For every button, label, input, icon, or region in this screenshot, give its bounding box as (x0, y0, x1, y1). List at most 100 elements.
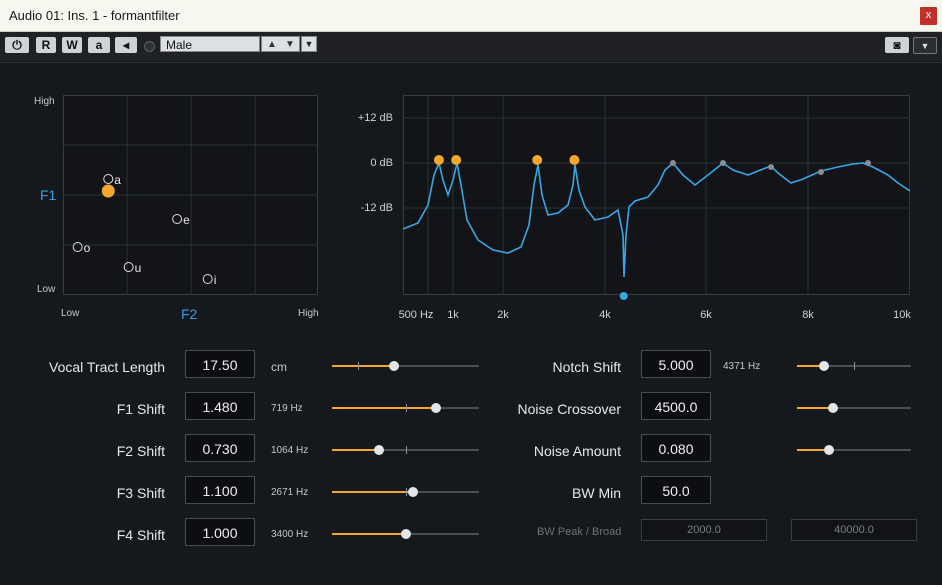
notch-shift-slider-default-tick (854, 362, 855, 370)
notch-shift-label: Notch Shift (552, 359, 621, 375)
bw-min-label: BW Min (572, 485, 621, 501)
vowel-label: o (84, 241, 91, 255)
noise-crossover-field[interactable]: 4500.0 (641, 392, 711, 420)
vocal-tract-length-slider-default-tick (358, 362, 360, 370)
noise-point[interactable] (670, 160, 676, 166)
x-tick-label: 1k (447, 309, 459, 321)
pad-y-high: High (34, 96, 55, 107)
f3-shift-slider-thumb[interactable] (407, 487, 418, 497)
spectrum-display[interactable] (403, 95, 910, 300)
noise-amount-slider-track[interactable] (797, 449, 911, 451)
f3-shift-slider-fill (332, 491, 413, 493)
noise-amount-slider-fill (797, 449, 829, 451)
vowel-label: u (135, 261, 142, 275)
f2-shift-unit: 1064 Hz (271, 445, 309, 456)
x-tick-label: 2k (497, 309, 509, 321)
toolbar: ⏻ R W a ◂ ▲ ▼ ▼ ◙ ▼ (0, 32, 942, 60)
bw-peak-label: BW Peak / Broad (537, 526, 622, 538)
noise-amount-label: Noise Amount (533, 443, 621, 459)
preset-field[interactable]: Male (160, 36, 260, 52)
vowel-label: a (114, 173, 121, 187)
noise-crossover-slider-fill (797, 407, 834, 409)
vowel-point-a[interactable]: a (103, 173, 122, 187)
y-tick-label: -12 dB (360, 202, 393, 214)
x-tick-label: 500 Hz (398, 309, 434, 321)
formant-handle-2[interactable] (451, 155, 462, 165)
f1-shift-slider-fill (332, 407, 437, 409)
preset-menu-button[interactable]: ▼ (301, 36, 317, 52)
write-automation-button[interactable]: W (62, 37, 82, 53)
pad-y-low: Low (37, 284, 56, 295)
bw-broad-field[interactable]: 40000.0 (791, 519, 917, 541)
f1-shift-slider-default-tick (405, 404, 407, 412)
x-tick-label: 4k (599, 309, 611, 321)
formant-handle-4[interactable] (569, 155, 580, 165)
noise-crossover-slider-track[interactable] (797, 407, 911, 409)
f1-shift-field[interactable]: 1.480 (185, 392, 255, 420)
notch-shift-slider-fill (797, 365, 825, 367)
formant-handle-3[interactable] (532, 155, 543, 165)
vowel-point-o[interactable]: o (72, 241, 91, 255)
auto-button[interactable]: a (88, 37, 110, 53)
f2-shift-label: F2 Shift (116, 443, 165, 459)
vowel-point-u[interactable]: u (123, 261, 142, 275)
vowel-label: i (214, 273, 217, 287)
noise-point[interactable] (720, 160, 726, 166)
noise-point[interactable] (768, 164, 774, 170)
vowel-pad[interactable]: a e o u i (63, 95, 318, 295)
vocal-tract-length-slider-thumb[interactable] (388, 361, 399, 371)
pad-x-high: High (298, 308, 319, 319)
f4-shift-label: F4 Shift (116, 527, 165, 543)
status-led-icon (144, 41, 155, 52)
f4-shift-field[interactable]: 1.000 (185, 518, 255, 546)
noise-amount-field[interactable]: 0.080 (641, 434, 711, 462)
preset-next-icon[interactable]: ▼ (285, 39, 295, 50)
f1-shift-label: F1 Shift (116, 401, 165, 417)
vocal-tract-length-slider-track[interactable] (332, 365, 479, 367)
pad-x-low: Low (61, 308, 80, 319)
noise-amount-slider-thumb[interactable] (823, 445, 834, 455)
f1-shift-unit: 719 Hz (271, 403, 303, 414)
notch-shift-unit: 4371 Hz (723, 361, 761, 372)
bypass-button[interactable]: ◂ (115, 37, 137, 53)
y-tick-label: 0 dB (370, 157, 393, 169)
f1-shift-slider-thumb[interactable] (431, 403, 442, 413)
notch-shift-slider-thumb[interactable] (819, 361, 830, 371)
f3-shift-label: F3 Shift (116, 485, 165, 501)
f3-shift-unit: 2671 Hz (271, 487, 309, 498)
f4-shift-slider-thumb[interactable] (400, 529, 411, 539)
vowel-cursor[interactable] (101, 184, 115, 198)
f2-shift-field[interactable]: 0.730 (185, 434, 255, 462)
bw-peak-field[interactable]: 2000.0 (641, 519, 767, 541)
noise-point[interactable] (818, 169, 824, 175)
power-button[interactable]: ⏻ (5, 37, 29, 53)
notch-handle[interactable] (619, 292, 628, 300)
preset-prev-icon[interactable]: ▲ (267, 39, 277, 50)
noise-crossover-label: Noise Crossover (517, 401, 621, 417)
snapshot-camera-icon[interactable]: ◙ (885, 37, 909, 53)
notch-shift-field[interactable]: 5.000 (641, 350, 711, 378)
f4-shift-unit: 3400 Hz (271, 529, 309, 540)
noise-point[interactable] (865, 160, 871, 166)
bw-min-field[interactable]: 50.0 (641, 476, 711, 504)
settings-dropdown[interactable]: ▼ (913, 37, 937, 54)
formant-handle-1[interactable] (433, 155, 444, 165)
close-button[interactable]: x (920, 7, 937, 25)
vocal-tract-length-field[interactable]: 17.50 (185, 350, 255, 378)
f4-shift-slider-fill (332, 533, 406, 535)
pad-y-label: F1 (40, 187, 57, 203)
f2-shift-slider-fill (332, 449, 380, 451)
f2-shift-slider-thumb[interactable] (374, 445, 385, 455)
f2-shift-slider-default-tick (405, 446, 407, 454)
pad-x-label: F2 (181, 306, 198, 322)
x-tick-label: 6k (700, 309, 712, 321)
vowel-point-e[interactable]: e (172, 213, 191, 227)
x-tick-label: 10k (893, 309, 911, 321)
noise-crossover-slider-thumb[interactable] (828, 403, 839, 413)
read-automation-button[interactable]: R (36, 37, 56, 53)
f3-shift-slider-default-tick (405, 488, 407, 496)
spectrum-curve (403, 160, 910, 278)
vocal-tract-length-slider-fill (332, 365, 394, 367)
vowel-point-i[interactable]: i (202, 273, 217, 287)
f3-shift-field[interactable]: 1.100 (185, 476, 255, 504)
